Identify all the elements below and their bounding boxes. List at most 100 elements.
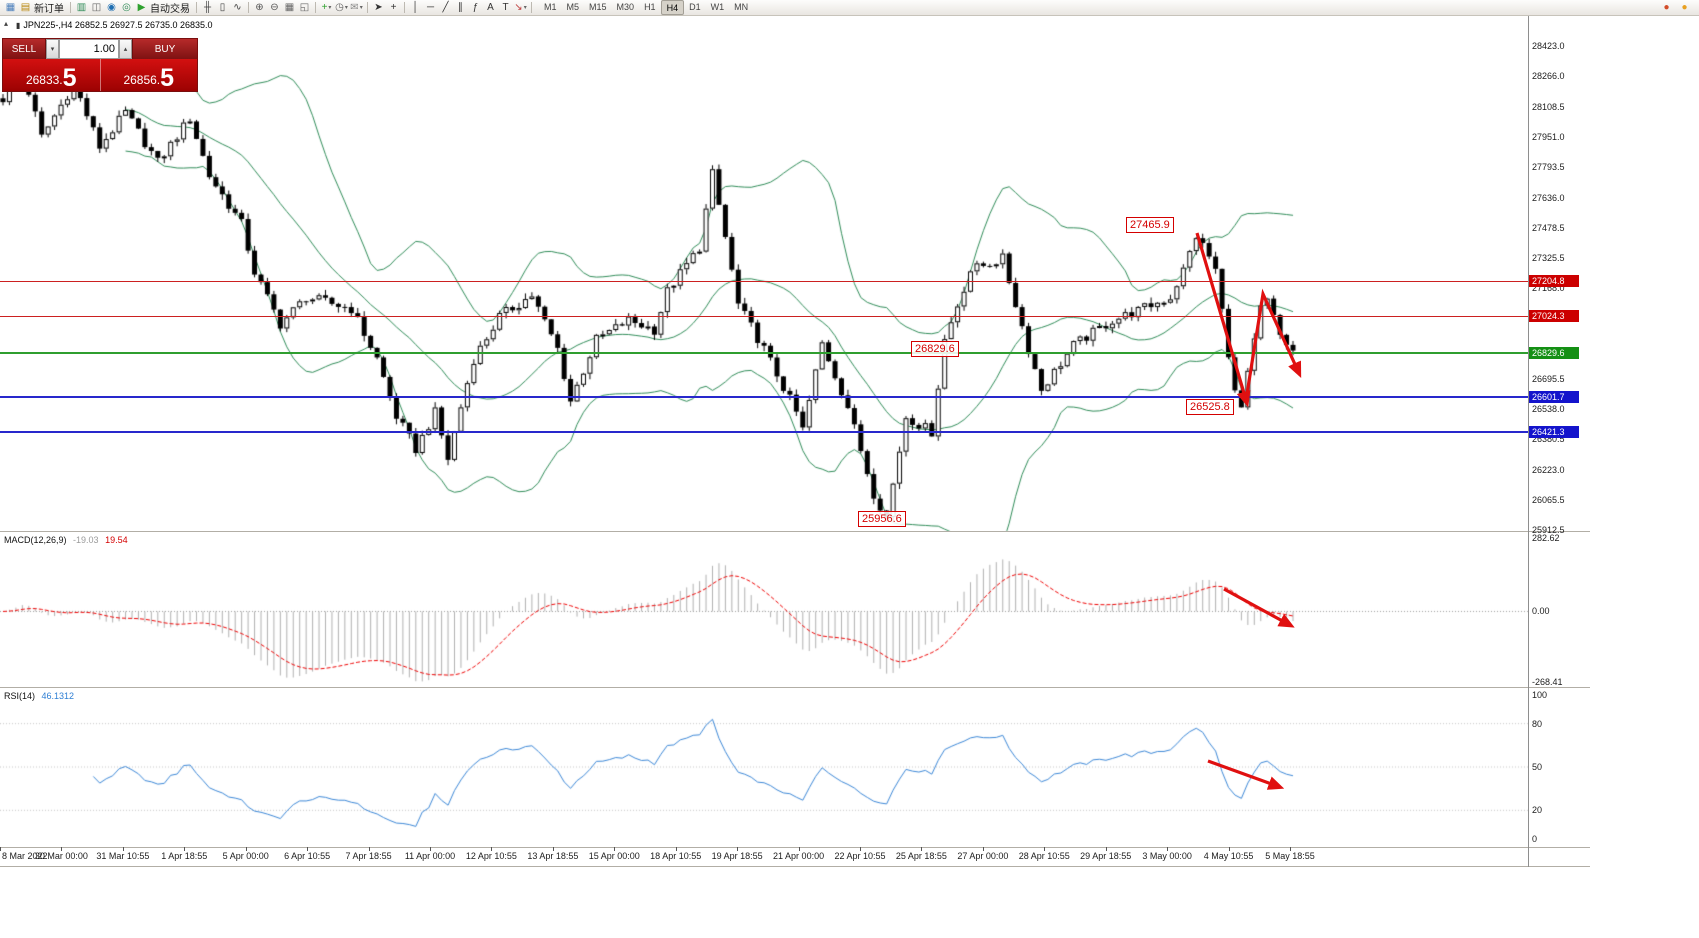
price-axis-tick: 28108.5 — [1532, 101, 1565, 112]
time-axis-tick — [552, 847, 554, 851]
time-axis-label: 5 Apr 00:00 — [222, 851, 269, 861]
buy-button[interactable]: BUY — [132, 39, 197, 59]
buy-price-display[interactable]: 26856. 5 — [99, 59, 198, 91]
templates-icon[interactable]: ✉ ▾ — [350, 1, 363, 13]
sell-button[interactable]: SELL — [3, 39, 46, 59]
candlestick-icon[interactable]: ▯ — [219, 1, 226, 13]
toolbar-right-icons: ● ● — [1659, 1, 1696, 15]
price-axis-tag: 27024.3 — [1529, 309, 1579, 322]
symbol-ohlc-text: JPN225-,H4 26852.5 26927.5 26735.0 26835… — [23, 20, 213, 30]
time-axis-label: 13 Apr 18:55 — [527, 851, 579, 861]
price-annotation[interactable]: 26829.6 — [911, 341, 959, 357]
rsi-name: RSI(14) — [4, 691, 36, 701]
price-chart-canvas[interactable] — [0, 0, 1590, 870]
toolbar-separator — [70, 2, 71, 13]
cascade-windows-icon[interactable]: ◱ — [299, 1, 310, 13]
time-axis-label: 30 Mar 00:00 — [34, 851, 88, 861]
new-order-button-label[interactable]: 新订单 — [34, 4, 64, 15]
time-axis-label: 6 Apr 10:55 — [284, 851, 331, 861]
macd-axis-label: 0.00 — [1532, 606, 1550, 617]
time-axis-tick — [122, 847, 124, 851]
crosshair-icon[interactable]: + — [390, 1, 397, 13]
timeframe-button-m1[interactable]: M1 — [544, 1, 557, 12]
autotrade-button-label[interactable]: 自动交易 — [150, 4, 190, 15]
price-annotation[interactable]: 25956.6 — [858, 511, 906, 527]
tile-windows-icon[interactable]: ▦ — [284, 1, 295, 13]
time-axis-label: 28 Apr 10:55 — [1018, 851, 1070, 861]
chart-bars-icon[interactable]: ▥ — [76, 1, 87, 13]
periods-icon[interactable]: ◷ ▾ — [335, 1, 348, 13]
vertical-line-icon[interactable]: │ — [412, 1, 419, 13]
profiles-icon[interactable]: ◫ — [91, 1, 102, 13]
navigator-icon[interactable]: ◎ — [122, 1, 131, 13]
time-axis-label: 29 Apr 18:55 — [1080, 851, 1132, 861]
sell-price-main: 26833. — [25, 73, 63, 87]
macd-value-main: -19.03 — [73, 535, 99, 545]
timeframe-button-h4[interactable]: H4 — [660, 0, 685, 15]
volume-increase-button[interactable]: ▴ — [119, 39, 132, 59]
horizontal-price-line[interactable] — [0, 351, 1528, 354]
fibonacci-icon[interactable]: ƒ — [472, 1, 479, 13]
candle-icon: ▮ — [16, 21, 21, 30]
rsi-axis-label: 20 — [1532, 805, 1543, 816]
equidistant-channel-icon[interactable]: ∥ — [458, 1, 463, 13]
price-axis-tick: 25912.5 — [1532, 524, 1565, 535]
volume-decrease-button[interactable]: ▾ — [46, 39, 59, 59]
autotrade-button[interactable]: ▶ — [137, 1, 146, 13]
price-annotation[interactable]: 27465.9 — [1126, 217, 1174, 233]
timeframe-button-d1[interactable]: D1 — [689, 1, 701, 12]
price-axis-tag: 26829.6 — [1529, 346, 1579, 359]
time-axis-label: 11 Apr 00:00 — [404, 851, 456, 861]
horizontal-price-line[interactable] — [0, 395, 1528, 398]
price-axis-divider — [1528, 16, 1529, 867]
arrows-tool-icon[interactable]: ↘ ▾ — [514, 1, 527, 13]
price-axis-tick: 26065.5 — [1532, 495, 1565, 506]
macd-indicator-label: MACD(12,26,9) -19.03 19.54 — [4, 535, 128, 545]
text-label-icon[interactable]: T — [502, 1, 509, 13]
time-axis-label: 19 Apr 18:55 — [711, 851, 763, 861]
indicators-add-icon[interactable]: + ▾ — [321, 1, 332, 13]
text-tool-icon[interactable]: A — [487, 1, 494, 13]
market-watch-icon[interactable]: ◉ — [107, 1, 116, 13]
toolbar-separator — [367, 2, 368, 13]
time-axis-label: 31 Mar 10:55 — [96, 851, 150, 861]
timeframe-button-m30[interactable]: M30 — [616, 1, 635, 12]
charts-toolbar-icon[interactable]: ▦ — [5, 1, 16, 13]
timeframe-button-m15[interactable]: M15 — [589, 1, 607, 12]
rsi-axis-label: 80 — [1532, 718, 1543, 729]
toolbar-separator — [196, 2, 197, 13]
connection-status-icon[interactable]: ● — [1663, 1, 1670, 13]
macd-axis-label: -268.41 — [1532, 676, 1563, 687]
zoom-in-icon[interactable]: ⊕ — [255, 1, 264, 13]
ohlc-bars-icon[interactable]: ╫ — [203, 1, 212, 13]
panel-collapse-arrow[interactable]: ▴ — [4, 19, 9, 28]
time-axis-line — [0, 847, 1590, 848]
top-toolbar: ▦ ▤ 新订单 ▥ ◫ ◉ ◎ ▶ 自动交易 ╫ ▯ ∿ ⊕ ⊖ ▦ ◱ + ▾ ◷ ▾ ✉ ▾ ➤ + │ ─ ╱ ∥ ƒ A T ↘ ▾ M1… — [0, 0, 1699, 16]
horizontal-price-line[interactable] — [0, 430, 1528, 433]
rsi-axis-label: 100 — [1532, 689, 1548, 700]
horizontal-line-icon[interactable]: ─ — [426, 1, 435, 13]
toolbar-separator — [315, 2, 316, 13]
line-chart-icon[interactable]: ∿ — [233, 1, 242, 13]
chart-bottom-border — [0, 866, 1590, 867]
time-axis-tick — [1044, 847, 1046, 851]
zoom-out-icon[interactable]: ⊖ — [270, 1, 279, 13]
price-axis-tick: 28266.0 — [1532, 71, 1565, 82]
new-order-button[interactable]: ▤ — [20, 1, 31, 13]
volume-input[interactable] — [59, 39, 119, 59]
horizontal-price-line[interactable] — [0, 280, 1528, 282]
timeframe-button-h1[interactable]: H1 — [644, 1, 656, 12]
horizontal-price-line[interactable] — [0, 315, 1528, 317]
timeframe-button-m5[interactable]: M5 — [566, 1, 580, 12]
macd-value-signal: 19.54 — [105, 535, 128, 545]
time-axis-label: 1 Apr 18:55 — [161, 851, 208, 861]
sell-price-display[interactable]: 26833. 5 — [3, 59, 100, 91]
trendline-icon[interactable]: ╱ — [442, 1, 449, 13]
price-axis-tick: 26223.0 — [1532, 464, 1565, 475]
timeframe-button-w1[interactable]: W1 — [710, 1, 725, 12]
cursor-icon[interactable]: ➤ — [374, 1, 383, 13]
price-annotation[interactable]: 26525.8 — [1186, 399, 1234, 415]
time-axis-label: 3 May 00:00 — [1142, 851, 1192, 861]
timeframe-button-mn[interactable]: MN — [734, 1, 749, 12]
notification-status-icon[interactable]: ● — [1681, 1, 1688, 13]
